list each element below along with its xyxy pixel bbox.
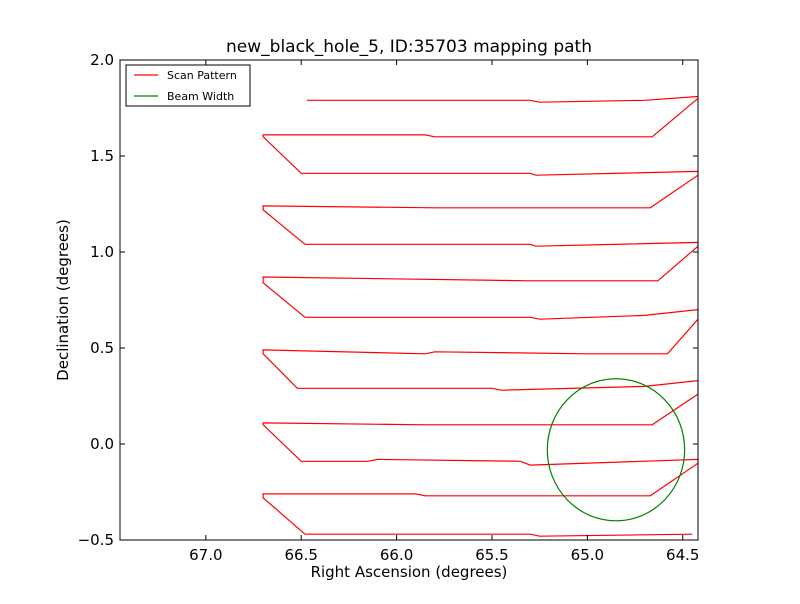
chart-title: new_black_hole_5, ID:35703 mapping path [226,37,592,57]
y-tick-label: −0.5 [78,531,114,549]
x-tick-label: 66.5 [285,546,318,564]
ticks: 67.0 66.5 66.0 65.5 65.0 64.5 −0.5 0.0 0.5 1.0 1.5… [78,51,700,564]
x-tick-label: 67.0 [189,546,222,564]
legend-label-scan-pattern: Scan Pattern [167,69,237,82]
y-tick-label: 0.5 [90,339,114,357]
scan-pattern-line [262,95,698,537]
x-tick-label: 65.0 [571,546,604,564]
plot-content [262,95,698,537]
x-tick-label: 65.5 [475,546,508,564]
y-tick-label: 1.5 [90,147,114,165]
legend-label-beam-width: Beam Width [167,90,234,103]
y-tick-label: 1.0 [90,243,114,261]
y-axis-label: Declination (degrees) [54,219,72,381]
x-tick-label: 66.0 [380,546,413,564]
x-tick-label: 64.5 [666,546,699,564]
legend: Scan Pattern Beam Width [125,64,251,107]
beam-width-circle [546,378,686,522]
legend-box [125,64,251,107]
axes-frame [119,59,699,541]
y-tick-label: 2.0 [90,51,114,69]
y-tick-label: 0.0 [90,435,114,453]
x-axis-label: Right Ascension (degrees) [311,563,508,581]
